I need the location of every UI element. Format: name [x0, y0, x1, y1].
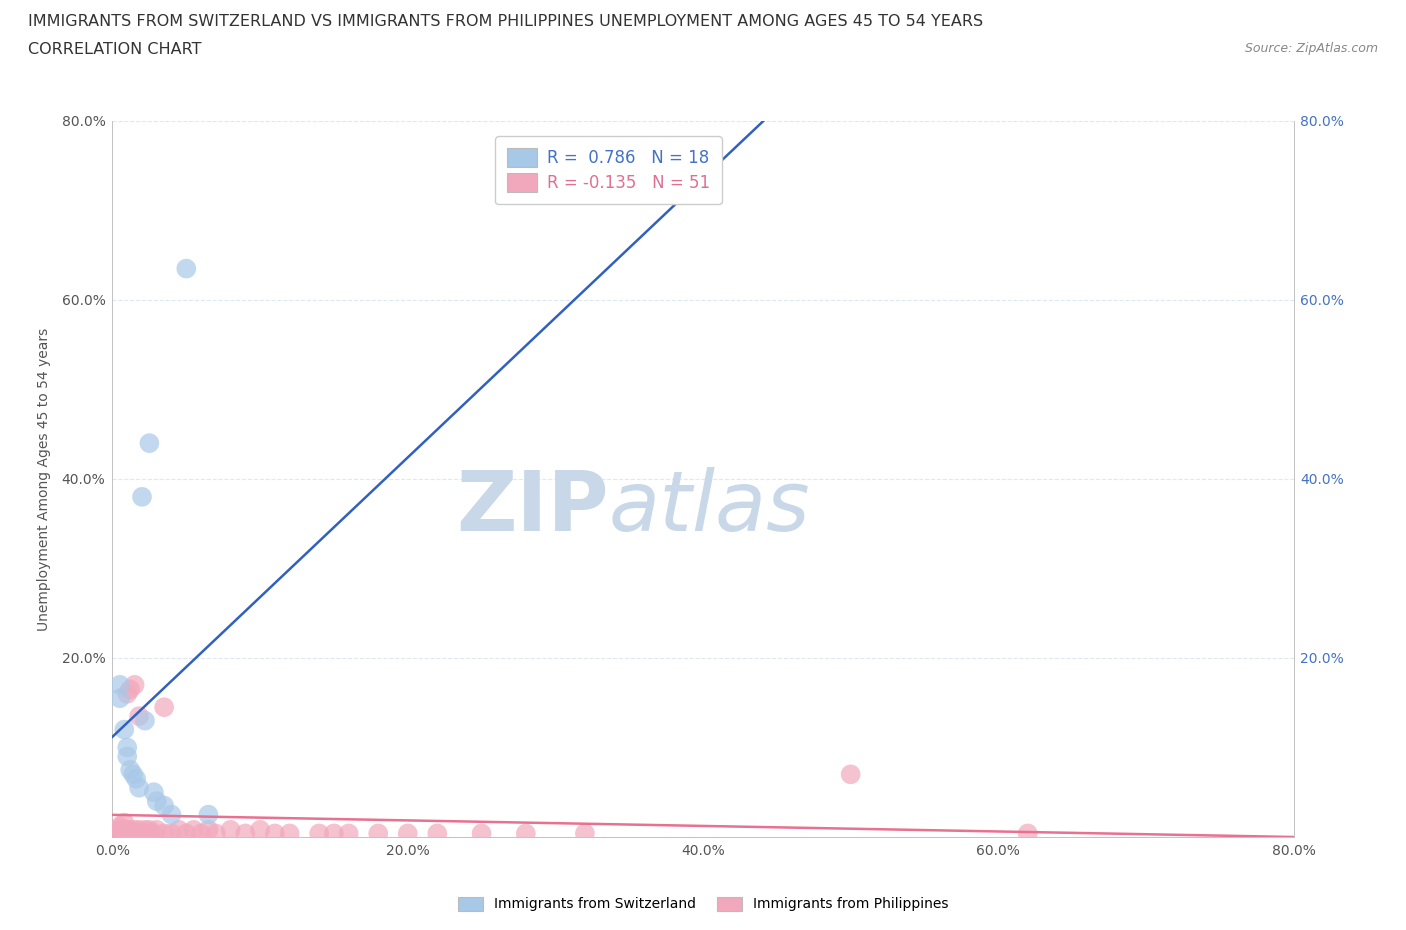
Point: [108, 826, 131, 841]
Point: [323, 826, 346, 841]
Point: [308, 826, 330, 841]
Point: [108, 691, 131, 706]
Point: [515, 826, 537, 841]
Point: [146, 822, 169, 837]
Point: [117, 749, 138, 764]
Point: [205, 826, 228, 841]
Point: [249, 822, 271, 837]
Point: [190, 826, 212, 841]
Point: [120, 682, 142, 697]
Point: [112, 822, 135, 837]
Point: [120, 826, 142, 841]
Point: [112, 722, 135, 737]
Point: [101, 822, 124, 837]
Point: [160, 826, 183, 841]
Point: [142, 826, 165, 841]
Point: [128, 822, 150, 837]
Point: [108, 818, 131, 833]
Text: atlas: atlas: [609, 467, 810, 548]
Point: [153, 798, 176, 813]
Point: [197, 807, 219, 822]
Point: [125, 771, 148, 786]
Point: [112, 826, 135, 841]
Point: [174, 826, 197, 841]
Point: [122, 767, 145, 782]
Point: [219, 822, 242, 837]
Point: [153, 699, 176, 714]
Point: [128, 826, 150, 841]
Point: [131, 489, 153, 504]
Point: [160, 807, 183, 822]
Text: ZIP: ZIP: [456, 467, 609, 548]
Text: Source: ZipAtlas.com: Source: ZipAtlas.com: [1244, 42, 1378, 55]
Point: [124, 826, 146, 841]
Point: [117, 822, 138, 837]
Point: [134, 822, 156, 837]
Point: [426, 826, 449, 841]
Point: [574, 826, 596, 841]
Point: [839, 767, 862, 782]
Point: [128, 780, 150, 795]
Point: [101, 826, 124, 841]
Point: [1017, 826, 1039, 841]
Point: [142, 785, 165, 800]
Point: [470, 826, 494, 841]
Point: [153, 826, 176, 841]
Point: [138, 435, 160, 451]
Point: [128, 709, 150, 724]
Text: IMMIGRANTS FROM SWITZERLAND VS IMMIGRANTS FROM PHILIPPINES UNEMPLOYMENT AMONG AG: IMMIGRANTS FROM SWITZERLAND VS IMMIGRANT…: [28, 14, 983, 29]
Point: [117, 686, 138, 701]
Point: [233, 826, 256, 841]
Point: [134, 826, 156, 841]
Point: [120, 763, 142, 777]
Point: [112, 816, 135, 830]
Point: [337, 826, 360, 841]
Point: [134, 713, 156, 728]
Point: [197, 822, 219, 837]
Point: [146, 794, 169, 809]
Legend: Immigrants from Switzerland, Immigrants from Philippines: Immigrants from Switzerland, Immigrants …: [451, 890, 955, 919]
Y-axis label: Unemployment Among Ages 45 to 54 years: Unemployment Among Ages 45 to 54 years: [37, 327, 51, 631]
Point: [124, 822, 146, 837]
Point: [117, 826, 138, 841]
Point: [138, 822, 160, 837]
Legend: R =  0.786   N = 18, R = -0.135   N = 51: R = 0.786 N = 18, R = -0.135 N = 51: [495, 137, 721, 204]
Point: [396, 826, 419, 841]
Point: [138, 826, 160, 841]
Point: [117, 740, 138, 755]
Text: CORRELATION CHART: CORRELATION CHART: [28, 42, 201, 57]
Point: [264, 826, 287, 841]
Point: [108, 822, 131, 837]
Point: [174, 261, 197, 276]
Point: [278, 826, 301, 841]
Point: [367, 826, 389, 841]
Point: [120, 822, 142, 837]
Point: [124, 677, 146, 692]
Point: [108, 677, 131, 692]
Point: [167, 822, 190, 837]
Point: [183, 822, 205, 837]
